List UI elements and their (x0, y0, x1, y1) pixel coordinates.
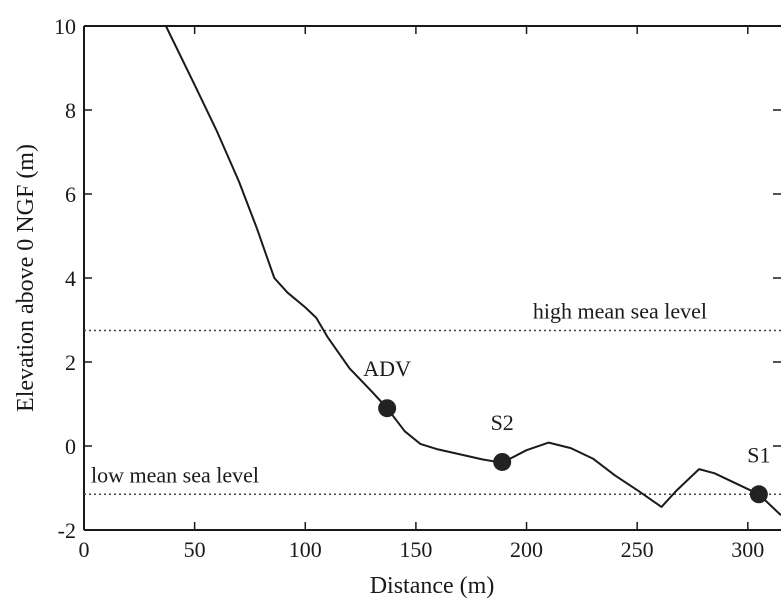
point-label-adv: ADV (363, 356, 411, 381)
y-tick-label: 6 (65, 182, 76, 207)
sampling-points: ADV S2 S1 (363, 356, 770, 504)
y-tick-label: -2 (58, 518, 76, 543)
y-tick-label: 2 (65, 350, 76, 375)
profile-series (165, 25, 781, 517)
x-tick-label: 250 (621, 537, 654, 562)
low-mean-sea-level-label: low mean sea level (91, 462, 259, 487)
reference-lines: high mean sea level low mean sea level (84, 299, 781, 496)
x-axis-title: Distance (m) (370, 573, 495, 599)
high-mean-sea-level-label: high mean sea level (533, 299, 707, 324)
y-tick-label: 10 (54, 14, 76, 39)
x-tick-label: 150 (399, 537, 432, 562)
y-axis-title: Elevation above 0 NGF (m) (13, 144, 39, 412)
y-tick-label: 0 (65, 434, 76, 459)
y-tick-label: 4 (65, 266, 76, 291)
x-tick-label: 0 (79, 537, 90, 562)
elevation-profile-line (165, 25, 781, 517)
x-tick-label: 50 (184, 537, 206, 562)
y-tick-label: 8 (65, 98, 76, 123)
point-label-s1: S1 (747, 442, 770, 467)
x-tick-label: 200 (510, 537, 543, 562)
x-tick-label: 300 (731, 537, 764, 562)
point-marker-s1 (749, 485, 768, 504)
point-label-s2: S2 (491, 410, 514, 435)
x-tick-label: 100 (289, 537, 322, 562)
point-marker-s2 (493, 452, 512, 471)
plot-frame (83, 25, 781, 531)
point-marker-adv (378, 399, 397, 418)
